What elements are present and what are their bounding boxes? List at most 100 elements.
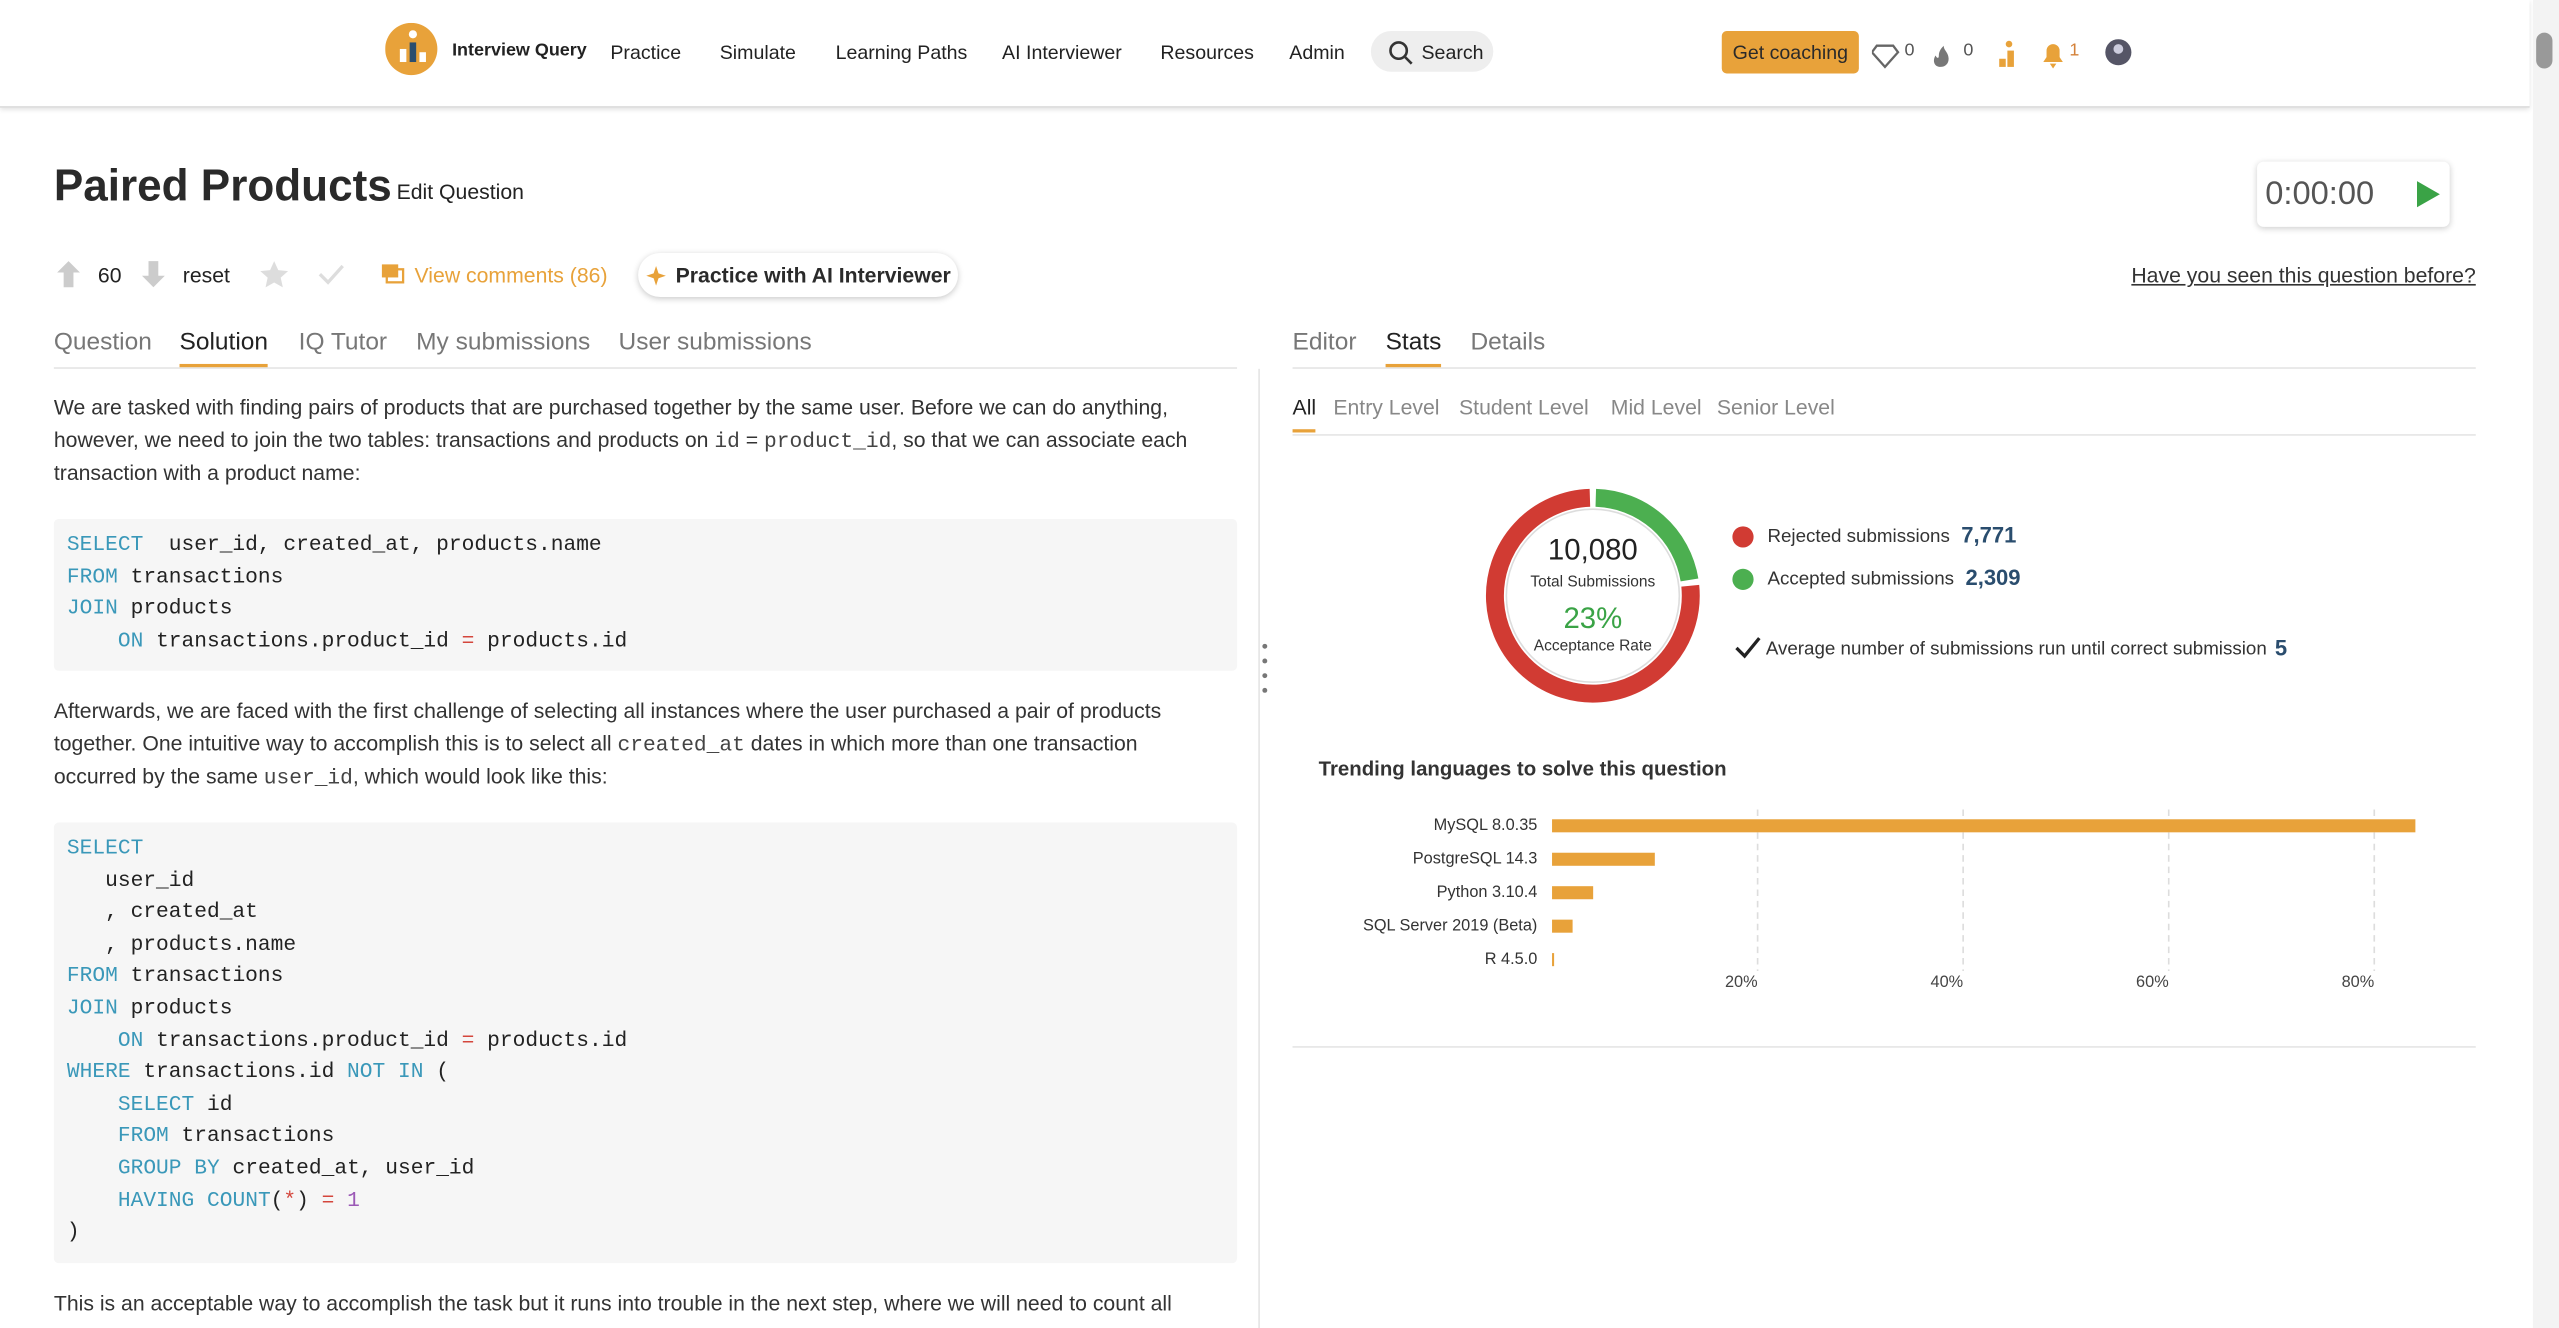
navbar: Interview Query Practice Simulate Learning… [0, 0, 2530, 108]
code-line: FROM transactions [66, 963, 284, 988]
code-line: FROM transactions [66, 564, 284, 589]
nav-link[interactable]: Learning Paths [835, 40, 968, 64]
reset[interactable]: reset [182, 262, 230, 288]
legend-value: 2,309 [1965, 565, 2020, 590]
seen-question-link[interactable]: Have you seen this question before? [2131, 262, 2476, 288]
nav-link[interactable]: Resources [1160, 40, 1254, 64]
vote-count: 60 [97, 262, 122, 288]
code-line: , created_at [66, 899, 258, 925]
tab[interactable]: Details [1470, 328, 1546, 356]
tab[interactable]: User submissions [618, 328, 812, 356]
coaching-button[interactable]: Get coaching [1721, 31, 1859, 74]
scrollbar[interactable] [2532, 0, 2559, 1328]
code-line: FROM transactions [117, 1123, 335, 1148]
active-tab-indicator [179, 363, 268, 368]
code-line: , products.name [66, 931, 297, 957]
logo[interactable] [385, 22, 440, 78]
tab[interactable]: Entry Level [1333, 394, 1440, 420]
tab-divider [53, 367, 1238, 369]
code-line: ) [66, 1219, 80, 1244]
tab[interactable]: Student Level [1459, 394, 1589, 420]
stats-divider [1292, 1046, 2476, 1048]
legend-swatch [1732, 526, 1754, 548]
play-button[interactable] [2415, 180, 2441, 209]
bar [1552, 919, 1573, 933]
legend-label: Accepted submissions [1767, 567, 1954, 588]
inline-code: product_id [764, 428, 892, 454]
timer: 0:00:00 [2257, 162, 2450, 227]
search[interactable]: Search [1370, 31, 1494, 72]
legend-label: Rejected submissions [1767, 525, 1949, 546]
x-tick-label: 80% [2342, 973, 2375, 991]
notification-count: 1 [2069, 40, 2080, 61]
tab[interactable]: Senior Level [1716, 394, 1835, 420]
legend-swatch [1732, 568, 1754, 590]
tab[interactable]: All [1292, 394, 1317, 420]
inline-code: user_id [263, 765, 353, 791]
y-tick-label: R 4.5.0 [1485, 950, 1538, 968]
paragraph: This is an acceptable way to accomplish … [54, 1288, 1221, 1320]
tab[interactable]: My submissions [416, 328, 591, 356]
gem-count: 0 [1904, 40, 1915, 61]
text: We are tasked with finding pairs of prod… [53, 394, 1168, 452]
donut-rate: 23% [1563, 602, 1622, 635]
comment-icon [381, 264, 405, 284]
resize-handle[interactable] [1258, 640, 1271, 705]
text: , which would look like this: [352, 764, 608, 789]
text: This is an acceptable way to accomplish … [53, 1290, 1172, 1316]
donut-total: 10,080 [1548, 533, 1638, 566]
code-line: SELECT [66, 835, 144, 861]
active-tab-indicator [1292, 429, 1316, 433]
bar [1552, 886, 1594, 900]
code-line: JOIN products [66, 995, 233, 1020]
brand[interactable]: Interview Query [452, 40, 587, 61]
practice-ai-label: Practice with AI Interviewer [675, 262, 951, 288]
x-tick-label: 60% [2136, 973, 2169, 991]
code-line: GROUP BY created_at, user_id [117, 1155, 475, 1180]
paragraph: Afterwards, we are faced with the first … [54, 695, 1221, 794]
text: Afterwards, we are faced with the first … [53, 698, 1162, 755]
question-title: Paired Products [53, 161, 392, 211]
bar [1552, 819, 2416, 833]
tab[interactable]: Question [53, 328, 152, 356]
nav-link[interactable]: Admin [1289, 40, 1345, 64]
bar [1552, 852, 1655, 866]
bar [1552, 953, 1555, 967]
inline-code: id [714, 428, 740, 454]
tab-divider [1292, 367, 2476, 369]
edit-question[interactable]: Edit Question [396, 179, 524, 205]
active-tab-indicator [1385, 363, 1442, 368]
donut-segment [1485, 488, 1700, 703]
practice-ai-button[interactable]: Practice with AI Interviewer [638, 253, 958, 297]
tab[interactable]: Stats [1385, 328, 1442, 356]
tab[interactable]: IQ Tutor [298, 328, 388, 356]
nav-link[interactable]: Practice [610, 40, 682, 64]
y-tick-label: PostgreSQL 14.3 [1413, 850, 1538, 868]
search-icon [1389, 41, 1413, 65]
code-block: SELECT user_id , created_at , products.n… [53, 822, 1238, 1264]
text: , so that we can associate each transact… [53, 426, 1188, 486]
vote-icons [57, 261, 344, 288]
code-line: WHERE transactions.id NOT IN ( [66, 1059, 449, 1084]
y-tick-label: SQL Server 2019 (Beta) [1363, 916, 1537, 934]
tab[interactable]: Mid Level [1610, 394, 1702, 420]
average-value: 5 [2275, 635, 2287, 660]
y-tick-label: Python 3.10.4 [1437, 883, 1538, 901]
code-line: ON transactions.product_id = products.id [117, 1027, 628, 1052]
tab[interactable]: Solution [179, 328, 269, 356]
nav-link[interactable]: Simulate [719, 40, 796, 64]
donut-inner-ring [1505, 508, 1681, 683]
text: dates in which more than one transaction… [53, 730, 1138, 789]
code-line: ON transactions.product_id = products.id [117, 627, 628, 653]
view-comments[interactable]: View comments (86) [414, 262, 608, 288]
timer-text: 0:00:00 [2265, 176, 2375, 213]
x-tick-label: 40% [1931, 973, 1964, 991]
scroll-thumb[interactable] [2536, 32, 2553, 69]
pane-divider [1258, 368, 1260, 1328]
nav-link[interactable]: AI Interviewer [1002, 40, 1122, 64]
tab[interactable]: Editor [1292, 328, 1357, 356]
code-line: JOIN products [66, 595, 233, 621]
